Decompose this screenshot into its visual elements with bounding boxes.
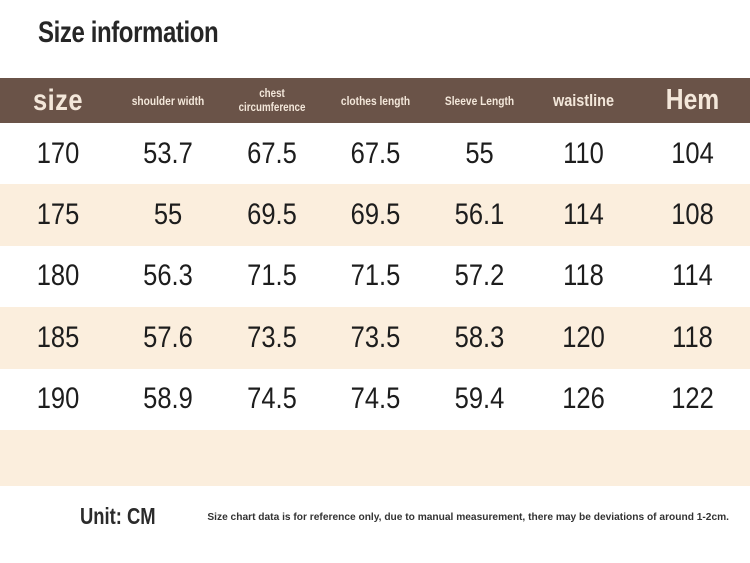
cell-waistline: 114 <box>563 198 604 232</box>
cell-hem: 122 <box>671 382 714 416</box>
table-row: 170 53.7 67.5 67.5 55 110 104 <box>0 123 750 185</box>
cell-sleeve-length: 58.3 <box>454 320 505 354</box>
cell-hem: 114 <box>672 259 713 293</box>
cell-waistline: 120 <box>562 320 605 354</box>
cell-sleeve-length: 57.2 <box>454 259 505 293</box>
size-table-body: 170 53.7 67.5 67.5 55 110 104 175 55 69.5 69.5 56.1… <box>0 123 750 430</box>
cell-size: 190 <box>36 382 80 416</box>
cell-shoulder-width: 55 <box>153 198 183 232</box>
cell-shoulder-width: 53.7 <box>143 136 193 170</box>
cell-clothes-length: 73.5 <box>350 320 401 354</box>
cell-size: 180 <box>36 259 80 293</box>
column-header-sleeve-length: Sleeve Length <box>444 93 515 108</box>
column-header-shoulder-width: shoulder width <box>131 93 205 108</box>
cell-clothes-length: 69.5 <box>350 198 401 232</box>
cell-chest-circumference: 69.5 <box>247 198 297 232</box>
cell-sleeve-length: 55 <box>465 136 494 170</box>
cell-clothes-length: 71.5 <box>350 259 401 293</box>
table-row: 175 55 69.5 69.5 56.1 114 108 <box>0 184 750 246</box>
unit-label: Unit: CM <box>80 503 156 529</box>
cell-shoulder-width: 56.3 <box>143 259 193 293</box>
cell-chest-circumference: 73.5 <box>247 320 297 354</box>
cell-hem: 104 <box>671 136 714 170</box>
cell-chest-circumference: 67.5 <box>247 136 297 170</box>
cell-hem: 108 <box>671 198 714 232</box>
cell-sleeve-length: 56.1 <box>454 198 505 232</box>
page-title: Size information <box>38 16 219 49</box>
table-row: 180 56.3 71.5 71.5 57.2 118 114 <box>0 245 750 308</box>
table-footer <box>0 486 750 563</box>
size-table: size shoulder width chest circumference clo… <box>0 78 750 486</box>
cell-clothes-length: 74.5 <box>350 382 401 416</box>
cell-sleeve-length: 59.4 <box>454 382 505 416</box>
cell-shoulder-width: 57.6 <box>143 320 193 354</box>
cell-hem: 118 <box>672 320 713 354</box>
column-header-waistline: waistline <box>552 90 615 110</box>
cell-waistline: 126 <box>562 382 605 416</box>
cell-size: 185 <box>36 320 80 354</box>
cell-shoulder-width: 58.9 <box>143 382 193 416</box>
table-row: 190 58.9 74.5 74.5 59.4 126 122 <box>0 368 750 430</box>
disclaimer-text: Size chart data is for reference only, d… <box>207 511 730 523</box>
column-header-hem: Hem <box>665 84 720 116</box>
size-table-header: size shoulder width chest circumference clo… <box>0 78 750 123</box>
cell-clothes-length: 67.5 <box>350 136 401 170</box>
column-header-clothes-length: clothes length <box>340 93 411 108</box>
empty-row <box>0 429 750 486</box>
column-header-size: size <box>33 83 83 117</box>
column-header-chest-circumference: chest circumference <box>238 87 306 114</box>
cell-chest-circumference: 71.5 <box>247 259 297 293</box>
cell-waistline: 118 <box>563 259 604 293</box>
cell-size: 175 <box>36 198 80 232</box>
cell-size: 170 <box>36 136 80 170</box>
cell-chest-circumference: 74.5 <box>247 382 297 416</box>
table-row: 185 57.6 73.5 73.5 58.3 120 118 <box>0 307 750 369</box>
cell-waistline: 110 <box>563 136 604 170</box>
